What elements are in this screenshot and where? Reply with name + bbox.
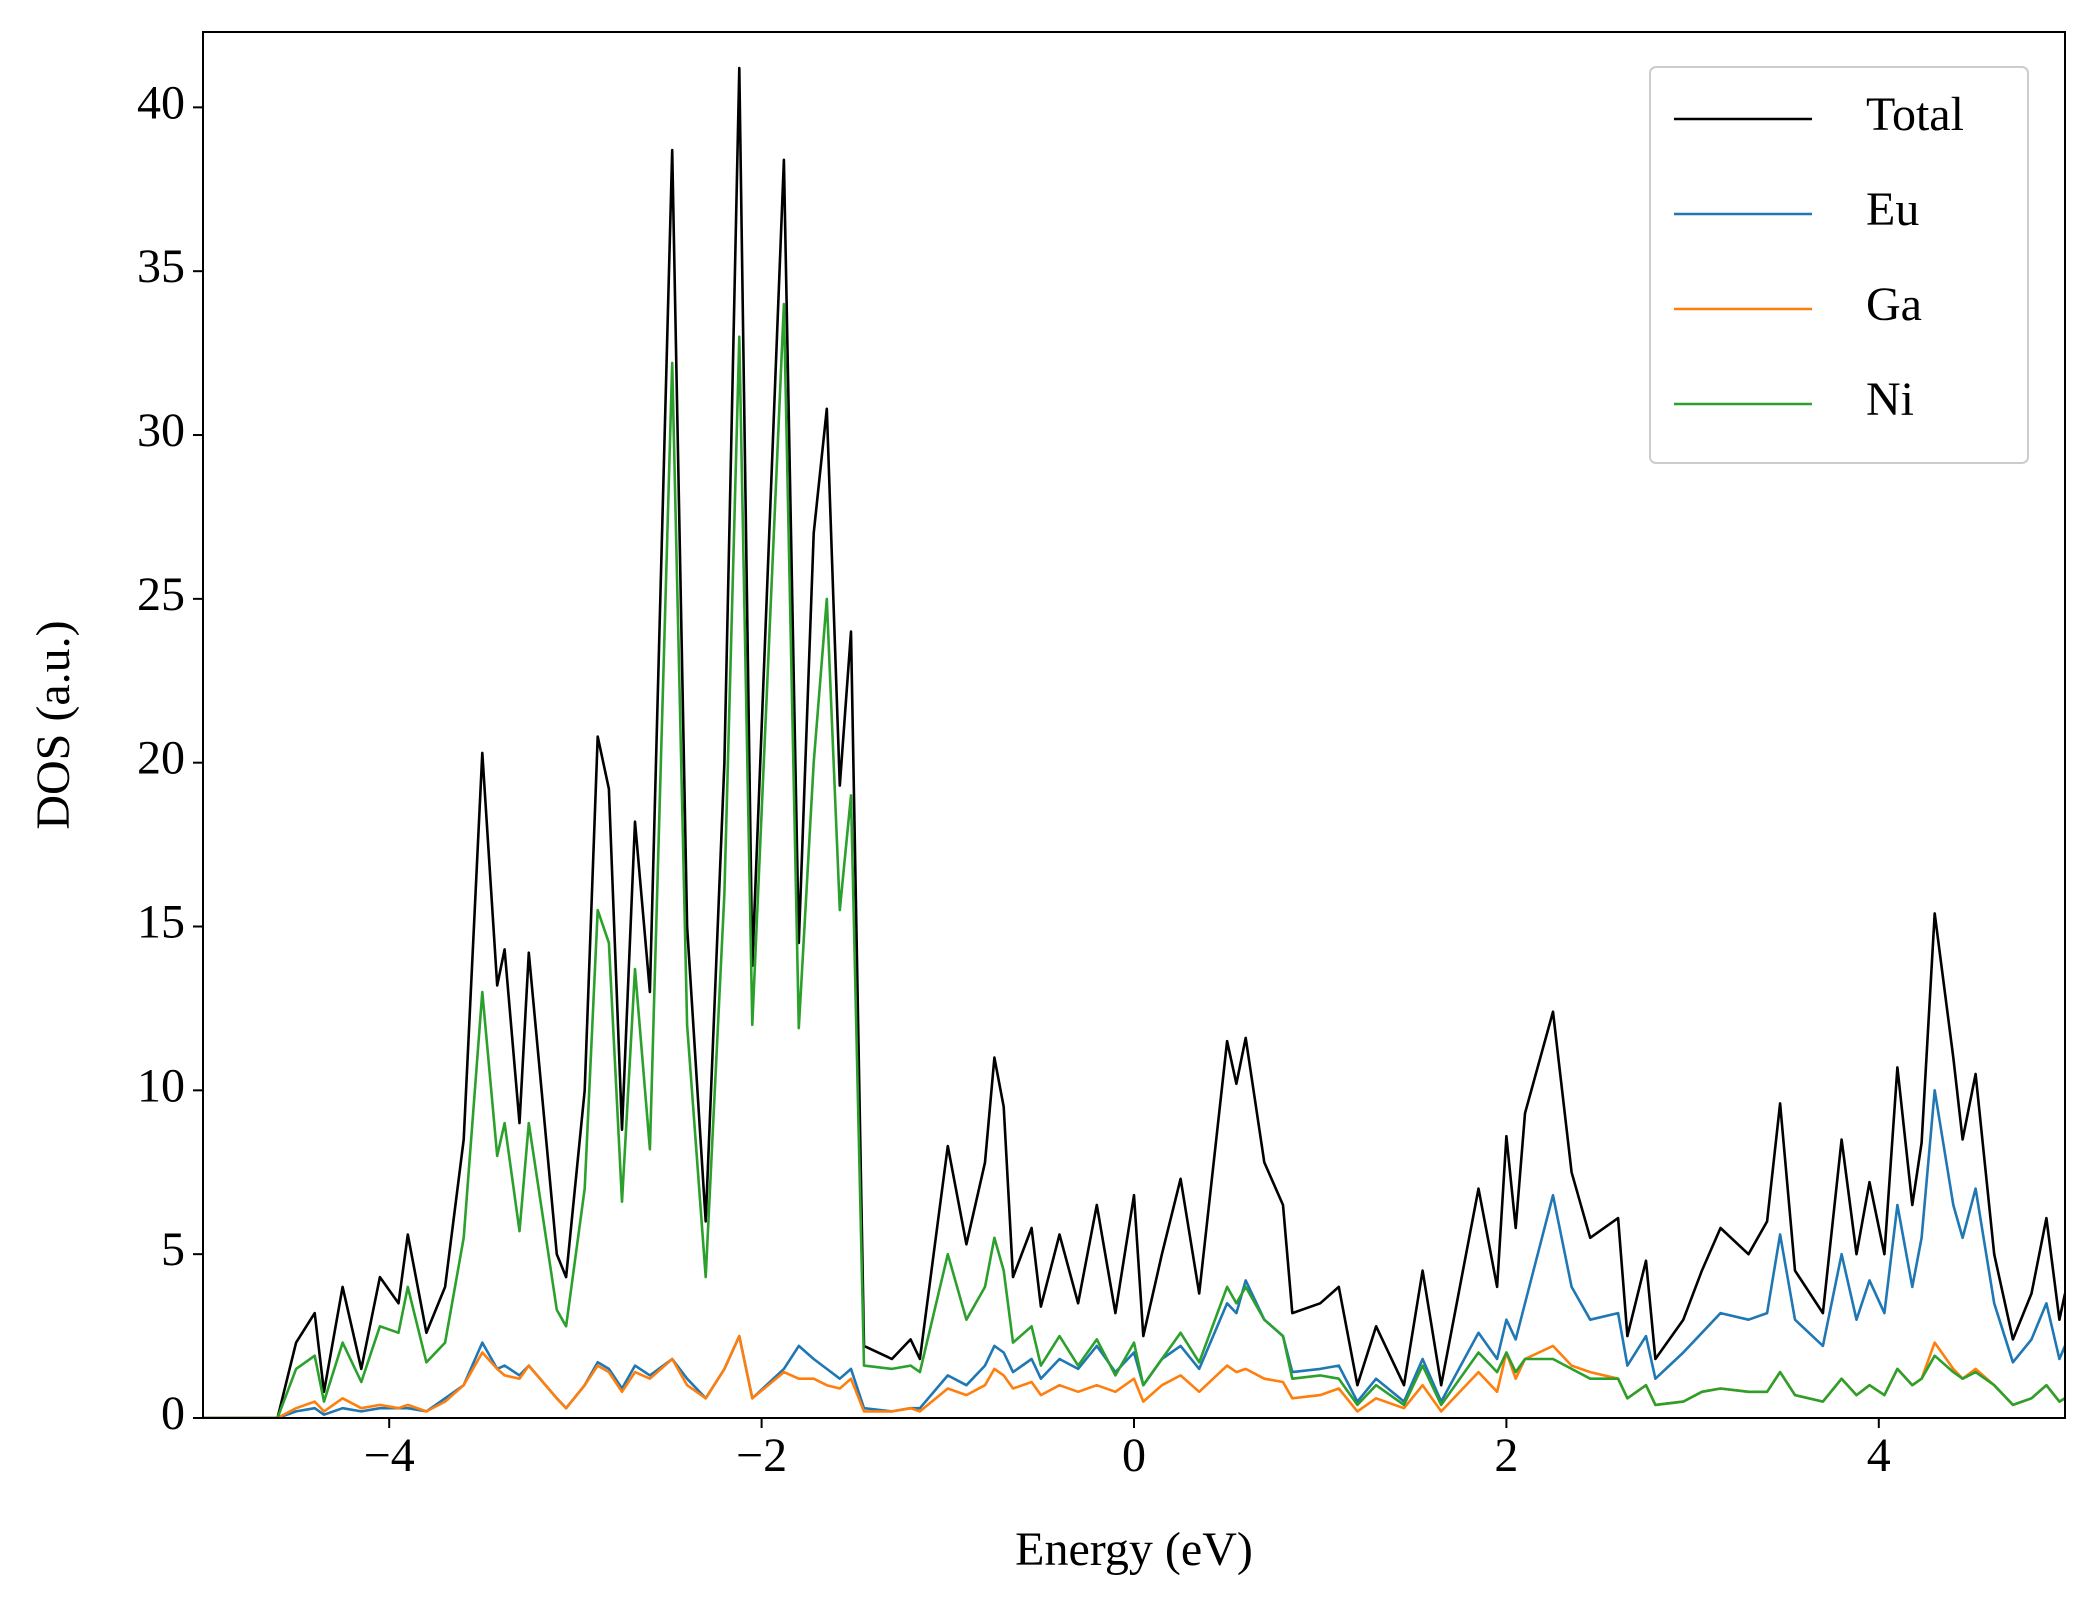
series-line [203,302,2065,1418]
y-tick-label: 40 [137,76,185,129]
y-tick-label: 35 [137,240,185,293]
legend-label: Eu [1866,183,1919,236]
x-tick-label: 2 [1494,1429,1518,1482]
series-line [203,66,2065,1418]
y-tick-label: 10 [137,1059,185,1112]
legend-label: Ga [1866,278,1922,331]
y-tick-label: 15 [137,896,185,949]
legend-label: Total [1866,88,1964,141]
x-tick-label: −4 [364,1429,415,1482]
x-tick-label: 0 [1122,1429,1146,1482]
x-tick-label: 4 [1867,1429,1891,1482]
series-line [203,1089,2065,1418]
legend-box [1649,66,2029,464]
legend-label: Ni [1866,373,1914,426]
y-tick-label: 20 [137,732,185,785]
y-axis-label: DOS (a.u.) [27,620,80,829]
y-tick-label: 25 [137,568,185,621]
x-tick-label: −2 [736,1429,787,1482]
y-tick-label: 0 [161,1387,185,1440]
x-axis-label: Energy (eV) [1015,1523,1253,1576]
y-tick-label: 5 [161,1223,185,1276]
y-tick-label: 30 [137,404,185,457]
